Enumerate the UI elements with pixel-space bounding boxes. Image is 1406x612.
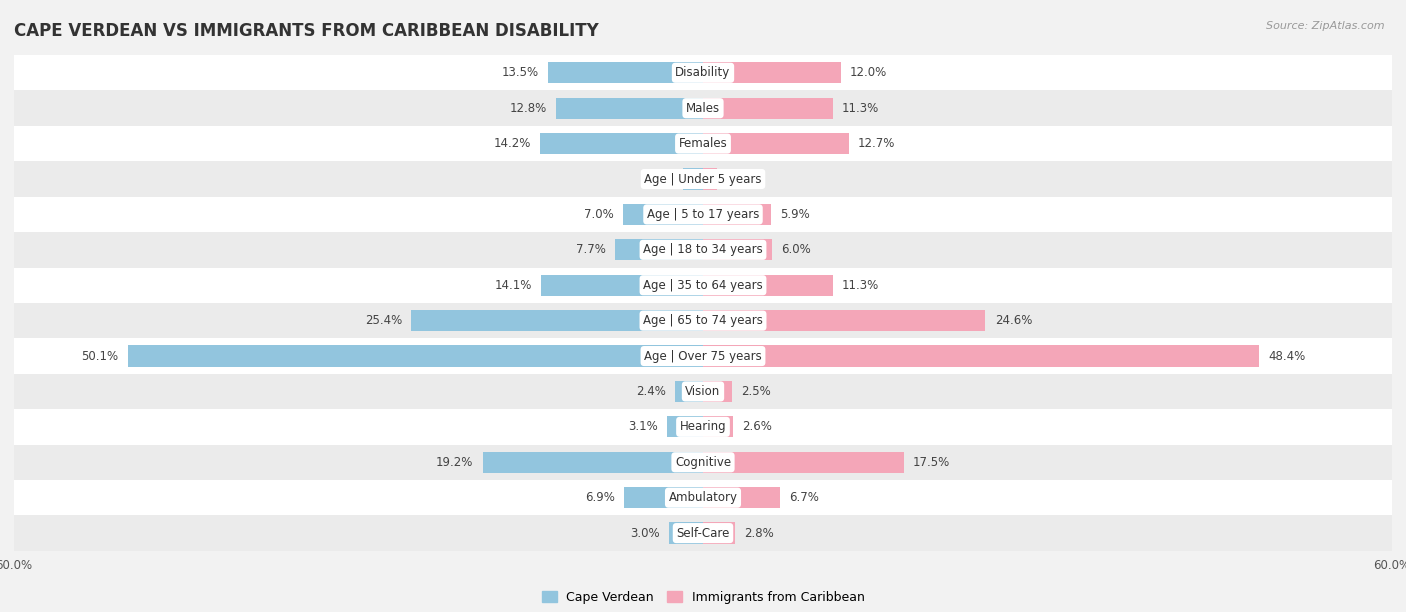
Bar [14, 515, 1392, 551]
Text: 1.7%: 1.7% [644, 173, 675, 185]
Text: Source: ZipAtlas.com: Source: ZipAtlas.com [1267, 21, 1385, 31]
Text: Disability: Disability [675, 66, 731, 80]
Bar [623, 204, 703, 225]
Legend: Cape Verdean, Immigrants from Caribbean: Cape Verdean, Immigrants from Caribbean [537, 586, 869, 609]
Text: 2.5%: 2.5% [741, 385, 770, 398]
Bar [703, 310, 986, 331]
Bar [540, 133, 703, 154]
Text: 12.0%: 12.0% [851, 66, 887, 80]
Text: Age | Under 5 years: Age | Under 5 years [644, 173, 762, 185]
Bar [669, 523, 703, 543]
Text: 6.7%: 6.7% [789, 491, 818, 504]
Text: Ambulatory: Ambulatory [668, 491, 738, 504]
Bar [683, 168, 703, 190]
Bar [14, 162, 1392, 196]
Text: 5.9%: 5.9% [780, 208, 810, 221]
Text: 2.8%: 2.8% [744, 526, 775, 540]
Text: 7.0%: 7.0% [583, 208, 613, 221]
Bar [14, 267, 1392, 303]
Bar [14, 480, 1392, 515]
Text: 24.6%: 24.6% [994, 314, 1032, 327]
Text: 12.8%: 12.8% [509, 102, 547, 114]
Bar [541, 275, 703, 296]
Bar [412, 310, 703, 331]
Bar [14, 91, 1392, 126]
Text: 6.0%: 6.0% [782, 244, 811, 256]
Text: Hearing: Hearing [679, 420, 727, 433]
Bar [703, 275, 832, 296]
Bar [703, 452, 904, 473]
Text: Vision: Vision [685, 385, 721, 398]
Text: 11.3%: 11.3% [842, 102, 879, 114]
Bar [703, 62, 841, 83]
Text: 3.1%: 3.1% [628, 420, 658, 433]
Text: 11.3%: 11.3% [842, 278, 879, 292]
Bar [703, 239, 772, 261]
Bar [548, 62, 703, 83]
Bar [703, 381, 731, 402]
Bar [624, 487, 703, 509]
Bar [14, 374, 1392, 409]
Text: 17.5%: 17.5% [912, 456, 950, 469]
Bar [668, 416, 703, 438]
Bar [703, 345, 1258, 367]
Bar [703, 487, 780, 509]
Bar [14, 126, 1392, 162]
Text: 19.2%: 19.2% [436, 456, 474, 469]
Bar [14, 196, 1392, 232]
Text: Cognitive: Cognitive [675, 456, 731, 469]
Text: Age | 5 to 17 years: Age | 5 to 17 years [647, 208, 759, 221]
Text: 13.5%: 13.5% [502, 66, 538, 80]
Bar [128, 345, 703, 367]
Bar [675, 381, 703, 402]
Text: CAPE VERDEAN VS IMMIGRANTS FROM CARIBBEAN DISABILITY: CAPE VERDEAN VS IMMIGRANTS FROM CARIBBEA… [14, 21, 599, 40]
Bar [482, 452, 703, 473]
Text: 50.1%: 50.1% [82, 349, 118, 362]
Text: Self-Care: Self-Care [676, 526, 730, 540]
Text: Age | 18 to 34 years: Age | 18 to 34 years [643, 244, 763, 256]
Text: Females: Females [679, 137, 727, 150]
Text: 14.2%: 14.2% [494, 137, 531, 150]
Text: 3.0%: 3.0% [630, 526, 659, 540]
Bar [614, 239, 703, 261]
Bar [703, 168, 717, 190]
Text: 14.1%: 14.1% [495, 278, 531, 292]
Bar [555, 97, 703, 119]
Text: Males: Males [686, 102, 720, 114]
Text: Age | 35 to 64 years: Age | 35 to 64 years [643, 278, 763, 292]
Bar [14, 303, 1392, 338]
Bar [703, 523, 735, 543]
Bar [703, 204, 770, 225]
Text: 6.9%: 6.9% [585, 491, 614, 504]
Bar [703, 133, 849, 154]
Bar [14, 232, 1392, 267]
Text: Age | Over 75 years: Age | Over 75 years [644, 349, 762, 362]
Text: 48.4%: 48.4% [1268, 349, 1305, 362]
Bar [14, 409, 1392, 444]
Text: 12.7%: 12.7% [858, 137, 896, 150]
Text: 25.4%: 25.4% [366, 314, 402, 327]
Bar [14, 338, 1392, 374]
Text: 1.2%: 1.2% [725, 173, 756, 185]
Bar [14, 55, 1392, 91]
Text: 7.7%: 7.7% [575, 244, 606, 256]
Bar [703, 416, 733, 438]
Text: Age | 65 to 74 years: Age | 65 to 74 years [643, 314, 763, 327]
Bar [703, 97, 832, 119]
Bar [14, 444, 1392, 480]
Text: 2.6%: 2.6% [742, 420, 772, 433]
Text: 2.4%: 2.4% [637, 385, 666, 398]
